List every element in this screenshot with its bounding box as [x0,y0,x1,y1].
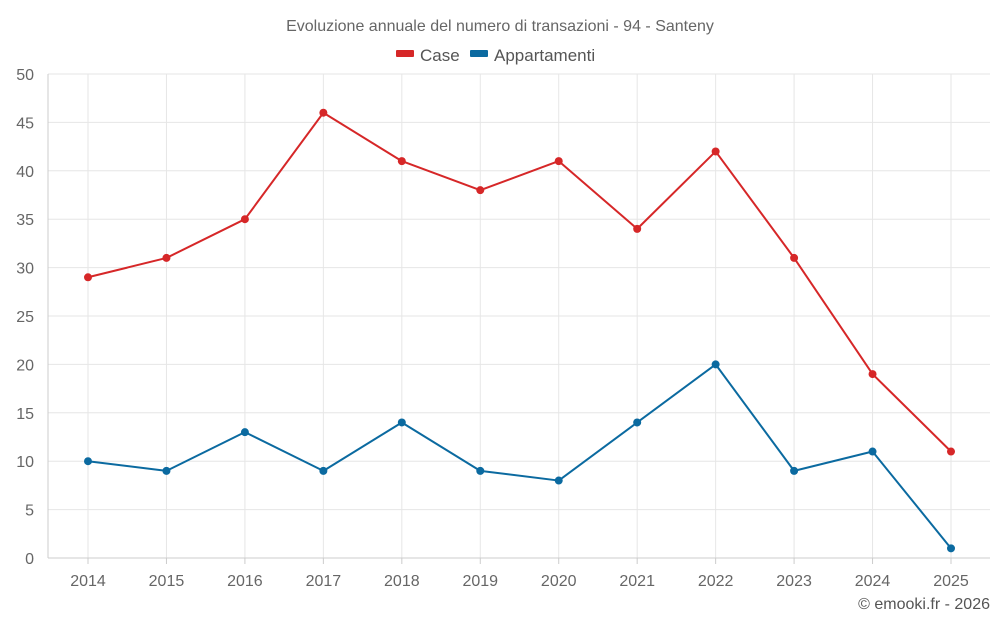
y-tick-label: 40 [16,164,34,181]
x-tick-label: 2017 [306,573,342,590]
x-tick-label: 2021 [619,573,655,590]
y-tick-label: 10 [16,454,34,471]
data-point [240,215,249,224]
x-tick-label: 2016 [227,573,263,590]
x-tick-label: 2023 [776,573,812,590]
data-point [868,370,877,379]
x-gridlines [87,74,952,564]
legend-item-case: Case [396,46,460,65]
data-point [711,360,720,369]
data-point [476,186,485,195]
credit-text: © emooki.fr - 2026 [858,596,990,613]
data-point [790,253,799,262]
data-point [84,457,92,466]
data-point [84,273,92,282]
data-point [319,108,328,117]
x-tick-label: 2014 [70,573,106,590]
series-group [84,108,955,553]
data-point [476,466,485,475]
legend-swatch [470,50,488,57]
data-point [397,157,406,166]
data-point [711,147,720,156]
legend-label: Appartamenti [494,46,595,65]
data-point [162,253,171,262]
series-case [84,108,955,456]
data-point [633,224,642,233]
series-appartamenti [84,360,955,553]
data-point [554,476,563,485]
data-point [947,544,955,553]
legend-swatch [396,50,414,57]
y-tick-label: 50 [16,67,34,84]
data-point [162,466,171,475]
y-tick-label: 25 [16,309,34,326]
y-axis-tick-labels: 0 5 10 15 20 25 30 35 40 45 50 [16,67,34,568]
series-line [87,111,952,453]
data-point [947,447,955,456]
x-tick-label: 2020 [541,573,577,590]
y-tick-label: 45 [16,115,34,132]
x-tick-label: 2015 [149,573,185,590]
y-tick-label: 20 [16,357,34,374]
legend-item-appartamenti: Appartamenti [470,46,595,65]
data-point [397,418,406,427]
data-point [790,466,799,475]
y-tick-label: 5 [25,503,34,520]
data-point [240,428,249,437]
y-tick-label: 0 [25,551,34,568]
x-tick-label: 2022 [698,573,734,590]
x-tick-label: 2024 [855,573,891,590]
data-point [868,447,877,456]
y-gridlines [48,73,990,511]
data-point [633,418,642,427]
legend-label: Case [420,46,460,65]
x-tick-label: 2018 [384,573,420,590]
y-tick-label: 30 [16,261,34,278]
series-line [87,363,952,549]
x-tick-label: 2025 [933,573,969,590]
y-tick-label: 15 [16,406,34,423]
data-point [554,157,563,166]
chart-title: Evoluzione annuale del numero di transaz… [286,18,714,35]
x-axis-tick-labels: 2014 2015 2016 2017 2018 2019 2020 2021 2022 2023… [70,573,969,590]
y-tick-label: 35 [16,212,34,229]
x-tick-label: 2019 [462,573,498,590]
legend: Case Appartamenti [396,46,595,65]
data-point [319,466,328,475]
axes [47,74,990,559]
